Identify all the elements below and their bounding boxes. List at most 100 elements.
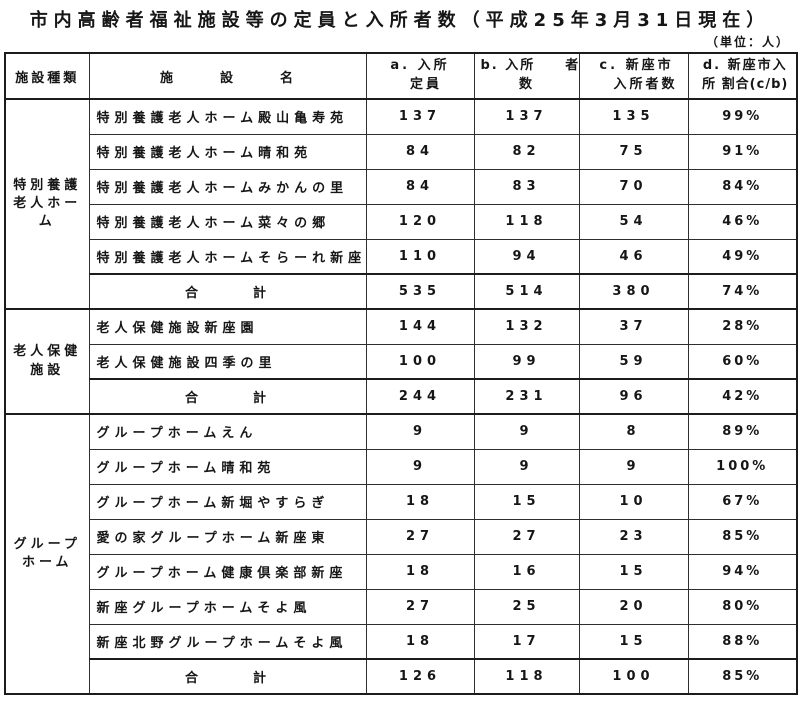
facility-name-cell: 愛の家グループホーム新座東 <box>88 518 367 555</box>
facility-type-label: ム <box>38 214 56 230</box>
header-row: 施設種類 施 設 名 a. 入所 定員 b. 入所 者 数 c. 新座市 入所者… <box>4 52 798 100</box>
capacity-cell: 18 <box>365 483 475 520</box>
niiza-residents-cell: 15 <box>578 623 689 660</box>
niiza-residents-cell: 15 <box>578 553 689 590</box>
header-col-d-niiza-ratio: d. 新座市入 所 割合(c/b) <box>687 52 798 100</box>
header-col-a-line2: 定員 <box>409 77 442 92</box>
table-row: 新座グループホームそよ風 27 25 20 80% <box>5 588 798 625</box>
niiza-ratio-cell: 84% <box>687 168 798 205</box>
header-col-c-line1: c. 新座市 <box>599 58 674 74</box>
niiza-residents-cell: 9 <box>578 448 689 485</box>
header-col-c-line2: 入所者数 <box>613 77 678 92</box>
residents-cell: 132 <box>473 308 580 345</box>
niiza-residents-cell: 20 <box>578 588 689 625</box>
group-geriatric-health-facilities: 老人保健 施設 老人保健施設新座園 144 132 37 28% 老人保健施設四… <box>4 308 798 415</box>
residents-cell: 9 <box>473 448 580 485</box>
residents-cell: 118 <box>473 203 580 240</box>
total-capacity-cell: 244 <box>365 378 475 415</box>
capacity-cell: 100 <box>365 343 475 380</box>
header-col-c-niiza-residents: c. 新座市 入所者数 <box>578 52 689 100</box>
capacity-cell: 9 <box>365 413 475 450</box>
facility-type-label: 老人保健 <box>13 344 82 360</box>
facility-type-cell: 特別養護 老人ホー ム <box>4 98 90 310</box>
facility-name-cell: 老人保健施設新座園 <box>88 308 367 345</box>
niiza-residents-cell: 46 <box>578 238 689 275</box>
total-capacity-cell: 126 <box>365 658 475 695</box>
total-label-cell: 合 計 <box>88 378 367 415</box>
table-row: 特別養護老人ホーム晴和苑 84 82 75 91% <box>5 133 798 170</box>
group-total-row: 合 計 126 118 100 85% <box>5 658 798 695</box>
group-group-homes: グループ ホーム グループホームえん 9 9 8 89% グループホーム晴和苑 … <box>4 413 798 695</box>
facility-name-cell: グループホーム健康倶楽部新座 <box>88 553 367 590</box>
page-title: 市内高齢者福祉施設等の定員と入所者数（平成25年3月31日現在） <box>29 10 771 31</box>
facility-name-cell: 特別養護老人ホームそらーれ新座 <box>88 238 367 275</box>
header-col-b-line2: 数 <box>518 77 534 92</box>
residents-cell: 27 <box>473 518 580 555</box>
residents-cell: 94 <box>473 238 580 275</box>
total-residents-cell: 118 <box>473 658 580 695</box>
niiza-ratio-cell: 85% <box>687 518 798 555</box>
facility-name-cell: 老人保健施設四季の里 <box>88 343 367 380</box>
facility-type-label: ホーム <box>21 555 73 570</box>
residents-cell: 83 <box>473 168 580 205</box>
table-row: グループホーム晴和苑 9 9 9 100% <box>5 448 798 485</box>
niiza-residents-cell: 54 <box>578 203 689 240</box>
table-row: グループホーム健康倶楽部新座 18 16 15 94% <box>5 553 798 590</box>
total-niiza-ratio-cell: 74% <box>687 273 798 310</box>
niiza-ratio-cell: 67% <box>687 483 798 520</box>
facility-name-cell: 新座北野グループホームそよ風 <box>88 623 367 660</box>
capacity-cell: 120 <box>365 203 475 240</box>
niiza-residents-cell: 8 <box>578 413 689 450</box>
table-row: 特別養護 老人ホー ム 特別養護老人ホーム殿山亀寿苑 137 137 135 9… <box>4 98 798 310</box>
header-facility-type: 施設種類 <box>4 52 90 100</box>
residents-cell: 25 <box>473 588 580 625</box>
header-col-a-capacity: a. 入所 定員 <box>365 52 475 100</box>
table-header: 施設種類 施 設 名 a. 入所 定員 b. 入所 者 数 c. 新座市 入所者… <box>4 52 798 100</box>
niiza-ratio-cell: 99% <box>687 98 798 135</box>
table-row: 老人保健施設四季の里 100 99 59 60% <box>5 343 798 380</box>
niiza-ratio-cell: 28% <box>687 308 798 345</box>
table-row: 愛の家グループホーム新座東 27 27 23 85% <box>5 518 798 555</box>
table-row: グループ ホーム グループホームえん 9 9 8 89% <box>4 413 798 695</box>
facility-type-label: 特別養護 <box>13 177 82 193</box>
residents-cell: 17 <box>473 623 580 660</box>
table-row: 特別養護老人ホームみかんの里 84 83 70 84% <box>5 168 798 205</box>
capacity-cell: 144 <box>365 308 475 345</box>
total-niiza-ratio-cell: 85% <box>687 658 798 695</box>
niiza-ratio-cell: 88% <box>687 623 798 660</box>
capacity-cell: 84 <box>365 133 475 170</box>
facility-type-label: グループ <box>13 536 81 552</box>
unit-note: （単位：人） <box>705 35 790 49</box>
group-total-row: 合 計 244 231 96 42% <box>5 378 798 415</box>
niiza-residents-cell: 37 <box>578 308 689 345</box>
group-total-row: 合 計 535 514 380 74% <box>5 273 798 310</box>
capacity-cell: 27 <box>365 518 475 555</box>
niiza-ratio-cell: 49% <box>687 238 798 275</box>
total-residents-cell: 231 <box>473 378 580 415</box>
facility-name-cell: 特別養護老人ホーム晴和苑 <box>88 133 367 170</box>
niiza-residents-cell: 70 <box>578 168 689 205</box>
capacity-cell: 9 <box>365 448 475 485</box>
table-row: 新座北野グループホームそよ風 18 17 15 88% <box>5 623 798 660</box>
facility-name-cell: 特別養護老人ホームみかんの里 <box>88 168 367 205</box>
total-niiza-ratio-cell: 42% <box>687 378 798 415</box>
header-col-b-residents: b. 入所 者 数 <box>473 52 580 100</box>
total-niiza-residents-cell: 96 <box>578 378 689 415</box>
facility-name-cell: 特別養護老人ホーム菜々の郷 <box>88 203 367 240</box>
residents-cell: 82 <box>473 133 580 170</box>
table-row: 特別養護老人ホームそらーれ新座 110 94 46 49% <box>5 238 798 275</box>
niiza-ratio-cell: 91% <box>687 133 798 170</box>
total-label-cell: 合 計 <box>88 273 367 310</box>
total-residents-cell: 514 <box>473 273 580 310</box>
capacity-cell: 110 <box>365 238 475 275</box>
capacity-cell: 84 <box>365 168 475 205</box>
facility-name-cell: グループホームえん <box>88 413 367 450</box>
total-capacity-cell: 535 <box>365 273 475 310</box>
residents-cell: 9 <box>473 413 580 450</box>
niiza-residents-cell: 75 <box>578 133 689 170</box>
niiza-residents-cell: 10 <box>578 483 689 520</box>
capacity-cell: 18 <box>365 623 475 660</box>
table-row: 特別養護老人ホーム菜々の郷 120 118 54 46% <box>5 203 798 240</box>
niiza-ratio-cell: 46% <box>687 203 798 240</box>
capacity-cell: 18 <box>365 553 475 590</box>
